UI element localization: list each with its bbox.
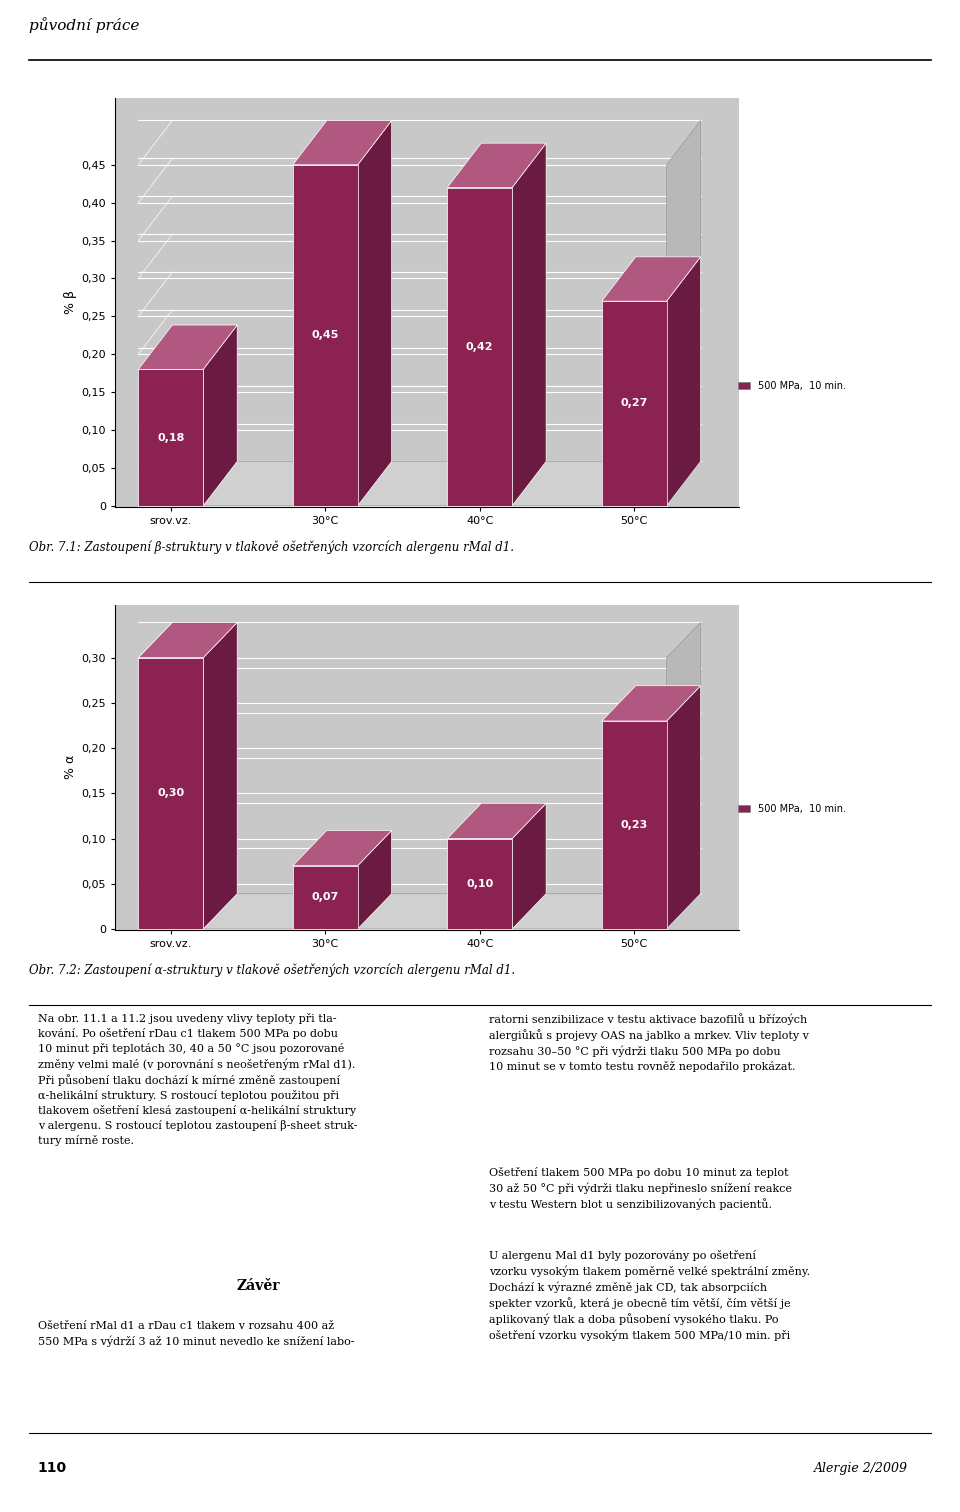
Text: 0,07: 0,07 — [312, 892, 339, 903]
Polygon shape — [447, 187, 512, 505]
Text: 0,27: 0,27 — [620, 399, 648, 408]
Polygon shape — [293, 121, 392, 165]
Polygon shape — [602, 721, 666, 928]
Legend: 500 MPa,  10 min.: 500 MPa, 10 min. — [734, 800, 850, 818]
Y-axis label: % α: % α — [64, 754, 78, 780]
Polygon shape — [447, 803, 546, 839]
Polygon shape — [204, 325, 237, 505]
Polygon shape — [666, 686, 701, 928]
Text: 0,10: 0,10 — [467, 878, 493, 889]
Polygon shape — [138, 325, 237, 369]
Polygon shape — [602, 686, 701, 721]
Text: Závěr: Závěr — [236, 1279, 280, 1293]
Polygon shape — [358, 830, 392, 928]
Y-axis label: % β: % β — [64, 290, 78, 314]
Legend: 500 MPa,  10 min.: 500 MPa, 10 min. — [734, 376, 850, 395]
Polygon shape — [666, 623, 701, 928]
Text: Obr. 7.2: Zastoupení α-struktury v tlakově ošetřených vzorcích alergenu rMal d1.: Obr. 7.2: Zastoupení α-struktury v tlako… — [29, 965, 515, 977]
Text: Ošetření tlakem 500 MPa po dobu 10 minut za teplot
30 až 50 °C při výdrži tlaku : Ošetření tlakem 500 MPa po dobu 10 minut… — [489, 1167, 792, 1210]
Text: Obr. 7.1: Zastoupení β-struktury v tlakově ošetřených vzorcích alergenu rMal d1.: Obr. 7.1: Zastoupení β-struktury v tlako… — [29, 541, 514, 553]
Polygon shape — [602, 257, 701, 301]
Polygon shape — [138, 369, 204, 505]
Text: 110: 110 — [37, 1461, 67, 1476]
Polygon shape — [447, 144, 546, 187]
Polygon shape — [512, 803, 546, 928]
Text: Ošetření rMal d1 a rDau c1 tlakem v rozsahu 400 až
550 MPa s výdrží 3 až 10 minu: Ošetření rMal d1 a rDau c1 tlakem v rozs… — [37, 1321, 354, 1347]
Text: 0,18: 0,18 — [157, 432, 184, 443]
Polygon shape — [602, 301, 666, 505]
Polygon shape — [512, 144, 546, 505]
Polygon shape — [293, 165, 358, 505]
Polygon shape — [138, 658, 204, 928]
Polygon shape — [204, 623, 237, 928]
Polygon shape — [293, 830, 392, 866]
Text: U alergenu Mal d1 byly pozorovány po ošetření
vzorku vysokým tlakem poměrně velk: U alergenu Mal d1 byly pozorovány po oše… — [489, 1250, 810, 1341]
Text: 0,30: 0,30 — [157, 788, 184, 798]
Polygon shape — [447, 839, 512, 928]
Text: původní práce: původní práce — [29, 18, 139, 33]
Polygon shape — [666, 121, 701, 505]
Polygon shape — [138, 894, 701, 928]
Text: 0,45: 0,45 — [312, 330, 339, 340]
Text: 0,23: 0,23 — [620, 820, 648, 830]
Text: Alergie 2/2009: Alergie 2/2009 — [814, 1462, 908, 1474]
Text: 0,42: 0,42 — [466, 342, 493, 352]
Polygon shape — [293, 866, 358, 928]
Text: Na obr. 11.1 a 11.2 jsou uvedeny vlivy teploty při tla-
kování. Po ošetření rDau: Na obr. 11.1 a 11.2 jsou uvedeny vlivy t… — [37, 1013, 357, 1146]
Text: ratorni senzibilizace v testu aktivace bazofilů u břízoých
alergiůků s projevy O: ratorni senzibilizace v testu aktivace b… — [489, 1013, 809, 1072]
Polygon shape — [666, 257, 701, 505]
Polygon shape — [138, 461, 701, 505]
Polygon shape — [138, 623, 237, 658]
Polygon shape — [358, 121, 392, 505]
